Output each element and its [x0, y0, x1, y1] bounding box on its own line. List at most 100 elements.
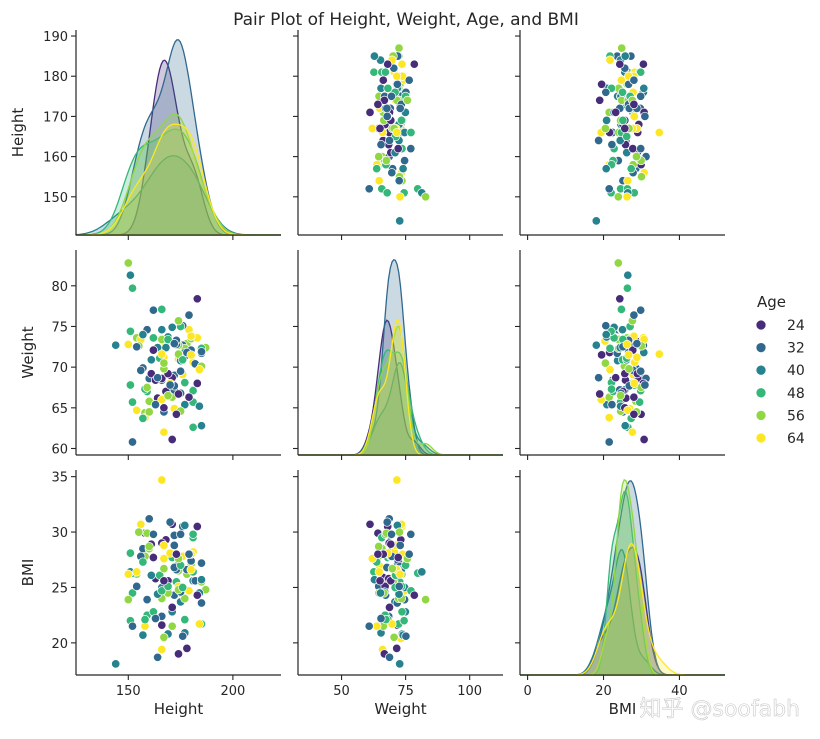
point-height-vs-weight-111	[374, 176, 384, 186]
point-weight-vs-height-90	[125, 270, 135, 280]
point-height-vs-weight-113	[406, 144, 416, 154]
point-weight-vs-bmi-114	[629, 310, 639, 320]
point-weight-vs-height-74	[186, 331, 196, 341]
point-height-vs-bmi-19	[617, 43, 627, 53]
point-weight-vs-bmi-122	[622, 339, 632, 349]
point-weight-vs-height-56	[167, 322, 177, 332]
point-bmi-vs-weight-110	[375, 576, 385, 586]
point-bmi-vs-weight-90	[417, 567, 427, 577]
point-height-vs-bmi-121	[629, 99, 639, 109]
point-weight-vs-height-117	[165, 380, 175, 390]
point-bmi-vs-height-112	[192, 590, 202, 600]
point-height-vs-bmi-79	[631, 152, 642, 162]
legend-marker-40	[755, 364, 767, 376]
point-height-vs-weight-83	[376, 140, 386, 150]
point-weight-vs-height-110	[159, 403, 169, 413]
point-bmi-vs-weight-115	[384, 652, 395, 662]
point-bmi-vs-height-99	[148, 552, 158, 563]
point-bmi-vs-height-83	[150, 613, 161, 624]
point-bmi-vs-height-52	[194, 619, 204, 629]
point-weight-vs-height-83	[150, 400, 161, 410]
point-bmi-vs-weight-67	[392, 643, 402, 653]
point-bmi-vs-height-70	[157, 644, 167, 655]
point-bmi-vs-height-118	[169, 540, 179, 550]
point-height-vs-bmi-60	[636, 67, 646, 77]
point-bmi-vs-weight-111	[374, 567, 384, 577]
point-weight-vs-bmi-101	[624, 350, 634, 360]
point-bmi-vs-weight-119	[389, 632, 399, 642]
point-weight-vs-height-85	[138, 330, 148, 340]
y-tick-label-height-160: 160	[43, 151, 68, 166]
point-bmi-vs-height-67	[182, 643, 192, 653]
point-height-vs-bmi-99	[628, 144, 638, 154]
legend-label-32: 32	[787, 341, 805, 357]
x-axis-label-weight: Weight	[374, 700, 426, 718]
point-weight-vs-bmi-108	[629, 392, 639, 402]
point-weight-vs-height-52	[194, 365, 204, 375]
point-height-vs-weight-79	[374, 152, 384, 162]
legend-marker-56	[755, 410, 767, 421]
point-weight-vs-height-118	[169, 339, 179, 349]
point-weight-vs-bmi-57	[606, 384, 617, 394]
y-tick-label-weight-60: 60	[51, 442, 68, 457]
point-weight-vs-height-112	[192, 294, 202, 304]
point-weight-vs-height-97	[194, 401, 204, 411]
point-bmi-vs-height-89	[159, 554, 169, 564]
point-height-vs-weight-34	[397, 59, 407, 69]
panel-height-vs-height: 150 160 170 180 190 Height	[9, 30, 281, 240]
point-height-vs-weight-114	[404, 75, 414, 85]
legend-label-40: 40	[787, 363, 805, 379]
point-height-vs-bmi-104	[618, 115, 628, 125]
point-bmi-vs-height-84	[111, 659, 121, 669]
point-weight-vs-height-28	[125, 380, 135, 390]
point-bmi-vs-weight-99	[393, 552, 403, 563]
point-bmi-vs-weight-91	[421, 595, 431, 605]
point-bmi-vs-weight-73	[399, 616, 409, 626]
y-tick-label-height-170: 170	[43, 110, 68, 125]
point-height-vs-bmi-112	[615, 59, 625, 69]
point-weight-vs-bmi-83	[607, 400, 617, 410]
point-weight-vs-height-113	[148, 305, 158, 315]
point-weight-vs-bmi-118	[632, 339, 642, 349]
y-tick-label-weight-65: 65	[51, 402, 68, 417]
point-height-vs-weight-66	[387, 168, 397, 178]
y-tick-label-weight-80: 80	[51, 280, 68, 295]
legend-label-64: 64	[787, 431, 805, 447]
point-bmi-vs-weight-114	[404, 549, 414, 559]
point-height-vs-bmi-96	[622, 131, 632, 142]
point-bmi-vs-height-85	[138, 630, 148, 640]
point-weight-vs-bmi-87	[616, 304, 626, 314]
point-bmi-vs-height-68	[138, 557, 148, 567]
point-height-vs-weight-87	[406, 127, 416, 138]
point-weight-vs-height-121	[171, 409, 181, 419]
x-tick-label-weight-50: 50	[333, 684, 350, 699]
point-height-vs-bmi-67	[597, 79, 607, 89]
point-weight-vs-bmi-94	[601, 321, 611, 331]
point-bmi-vs-height-103	[196, 575, 207, 585]
point-height-vs-weight-120	[392, 127, 402, 138]
point-bmi-vs-weight-69	[384, 602, 395, 612]
point-weight-vs-height-114	[184, 310, 194, 320]
point-bmi-vs-weight-105	[365, 519, 375, 529]
y-axis-label-bmi: BMI	[19, 559, 37, 587]
legend-label-24: 24	[787, 318, 805, 334]
point-weight-vs-height-122	[123, 339, 133, 349]
point-height-vs-bmi-115	[594, 135, 604, 146]
point-height-vs-weight-3	[369, 67, 379, 77]
point-height-vs-weight-106	[394, 176, 404, 186]
y-axis-label-height: Height	[9, 108, 27, 158]
point-weight-vs-height-66	[136, 365, 146, 375]
point-height-vs-bmi-84	[591, 216, 601, 226]
panel-height-vs-weight	[293, 30, 503, 240]
point-weight-vs-height-75	[142, 382, 152, 393]
y-tick-label-weight-75: 75	[51, 320, 68, 335]
point-height-vs-bmi-103	[620, 51, 630, 61]
point-height-vs-weight-115	[384, 135, 395, 146]
point-weight-vs-height-99	[148, 345, 158, 355]
point-height-vs-weight-91	[421, 192, 431, 202]
point-bmi-vs-weight-84	[395, 659, 405, 669]
point-weight-vs-height-63	[157, 325, 167, 335]
point-weight-vs-height-103	[196, 421, 207, 431]
y-axis-label-weight: Weight	[19, 326, 37, 378]
point-bmi-vs-weight-121	[373, 549, 383, 559]
